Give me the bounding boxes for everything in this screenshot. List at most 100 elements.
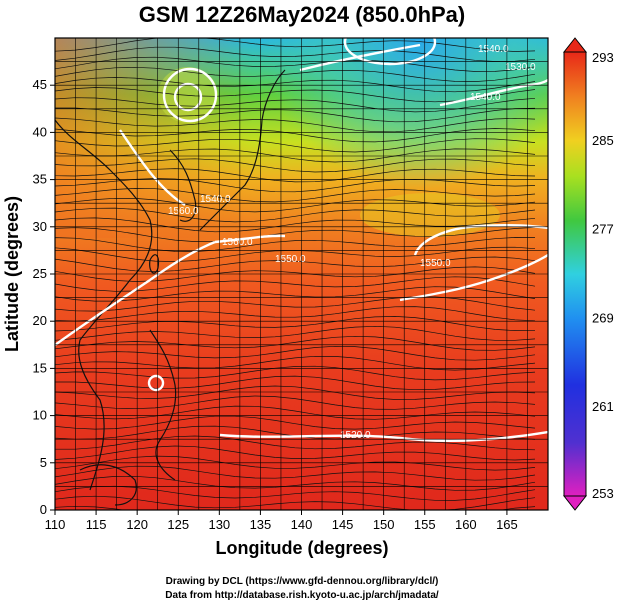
colorbar-tick-label: 253 — [592, 486, 614, 501]
streamline — [55, 66, 536, 82]
colorbar-top-cap — [562, 37, 588, 53]
streamline — [55, 227, 536, 242]
colorbar: 293 285 277 269 261 253 — [562, 37, 614, 511]
contour-1540-b — [119, 129, 186, 207]
streamline — [55, 415, 536, 430]
x-tick-label: 110 — [45, 517, 66, 532]
colorbar-ticks: 293 285 277 269 261 253 — [592, 50, 614, 501]
streamline — [55, 465, 536, 481]
y-tick-label: 20 — [33, 313, 47, 328]
colorbar-tick-label: 261 — [592, 399, 614, 414]
contour-1540-west — [55, 240, 216, 346]
contour-label: 1560.0 — [168, 206, 199, 217]
streamline — [55, 207, 536, 223]
coast-asia — [55, 119, 153, 491]
contour-label: 1540.0 — [470, 92, 501, 103]
streamline — [55, 97, 536, 113]
colorbar-tick-label: 293 — [592, 50, 614, 65]
colorbar-scale — [563, 51, 587, 497]
x-tick-label: 165 — [496, 517, 518, 532]
streamline — [55, 325, 536, 341]
y-tick-label: 15 — [33, 360, 47, 375]
x-tick-labels: 110 115 120 125 130 135 140 145 150 155 160 165 — [45, 510, 518, 532]
contour-label: 1540.0 — [200, 194, 231, 205]
contour-labels: 1560.0 1560.0 1550.0 1550.0 1540.0 1530.… — [168, 44, 536, 441]
streamline — [55, 188, 536, 203]
x-tick-label: 150 — [373, 517, 395, 532]
y-axis-label: Latitude (degrees) — [2, 196, 22, 352]
streamline — [55, 256, 536, 272]
contour-label: 1560.0 — [222, 237, 253, 248]
gridlines — [55, 38, 548, 510]
y-tick-label: 30 — [33, 219, 47, 234]
streamline — [55, 425, 536, 440]
x-tick-label: 130 — [208, 517, 230, 532]
contour-label: 1550.0 — [275, 254, 306, 265]
coast-korea — [169, 149, 197, 222]
streamline — [55, 266, 536, 282]
contour-label: 1530.0 — [505, 62, 536, 73]
contour-label: 1540.0 — [478, 44, 509, 55]
x-tick-label: 125 — [167, 517, 189, 532]
contour-label: 1520.0 — [340, 430, 371, 441]
contour-philippine-ring — [147, 374, 165, 392]
y-tick-label: 35 — [33, 172, 47, 187]
streamline — [55, 168, 536, 183]
streamline — [55, 217, 536, 233]
streamline — [55, 237, 536, 252]
x-tick-label: 145 — [332, 517, 354, 532]
x-tick-label: 160 — [455, 517, 477, 532]
contour-1540-c — [299, 43, 421, 72]
y-tick-label: 25 — [33, 266, 47, 281]
streamline — [55, 355, 536, 371]
streamline — [55, 87, 536, 103]
streamline — [55, 77, 536, 93]
contour-1560-a — [399, 253, 548, 302]
streamline — [55, 56, 536, 72]
streamline — [55, 107, 536, 123]
coast-philippines — [149, 329, 177, 481]
x-tick-label: 140 — [291, 517, 313, 532]
colorbar-bottom-cap — [562, 495, 588, 511]
contour-label: 1550.0 — [420, 258, 451, 269]
map-title: GSM 12Z26May2024 (850.0hPa) — [139, 2, 466, 27]
streamline — [55, 46, 536, 62]
streamline — [55, 505, 536, 510]
streamline — [55, 385, 536, 400]
x-tick-label: 135 — [250, 517, 272, 532]
streamline — [55, 405, 536, 420]
credit-line-1: Drawing by DCL (https://www.gfd-dennou.o… — [166, 576, 439, 587]
streamline — [55, 395, 536, 410]
colorbar-tick-label: 269 — [592, 310, 614, 325]
streamline — [55, 445, 536, 461]
x-tick-label: 155 — [414, 517, 436, 532]
contour-1550-a — [214, 234, 286, 244]
y-tick-label: 5 — [40, 455, 47, 470]
contour-low-ring-outer — [162, 67, 218, 123]
streamline — [55, 435, 536, 451]
streamline — [55, 117, 536, 133]
streamline — [55, 38, 536, 52]
y-tick-labels: 0 5 10 15 20 25 30 35 40 45 — [33, 77, 55, 517]
streamline — [55, 345, 536, 361]
y-tick-label: 40 — [33, 124, 47, 139]
streamline — [55, 197, 536, 213]
x-tick-label: 115 — [86, 517, 107, 532]
y-tick-label: 10 — [33, 408, 47, 423]
streamline — [55, 306, 536, 322]
contour-1520 — [219, 430, 548, 443]
streamline — [55, 138, 536, 153]
colorbar-tick-label: 277 — [592, 222, 614, 237]
contour-high-cold-ring — [343, 38, 437, 66]
streamline — [55, 296, 536, 312]
streamlines — [55, 38, 536, 510]
y-tick-label: 45 — [33, 77, 47, 92]
credit-line-2: Data from http://database.rish.kyoto-u.a… — [165, 590, 439, 601]
streamline — [55, 455, 536, 471]
streamline — [55, 365, 536, 381]
streamline — [55, 335, 536, 351]
x-axis-label: Longitude (degrees) — [215, 538, 388, 558]
colorbar-tick-label: 285 — [592, 133, 614, 148]
streamline — [55, 316, 536, 332]
streamline — [55, 375, 536, 391]
